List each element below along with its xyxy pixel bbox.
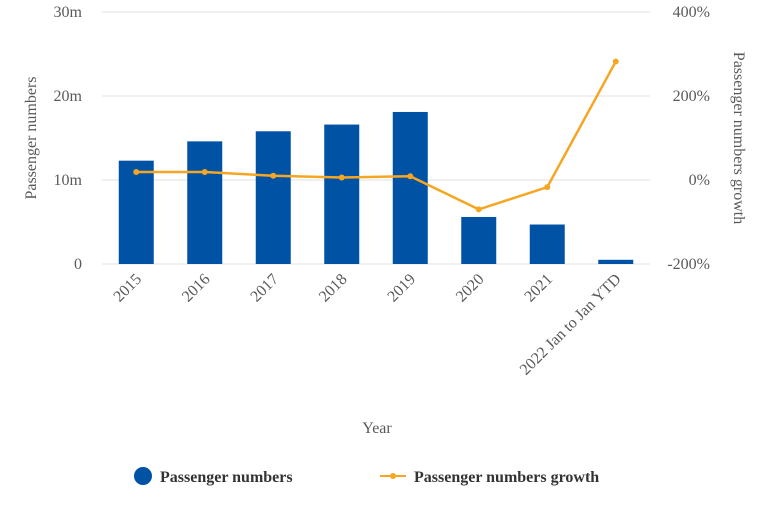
x-tick-label: 2018 [316,271,351,306]
x-tick-label: 2019 [384,271,419,306]
y2-tick-label: 400% [673,4,710,21]
growth-point [338,174,345,181]
bar [529,224,565,264]
growth-point [201,169,208,176]
bar [118,160,154,264]
growth-point [544,184,551,191]
growth-point [475,206,482,213]
y-tick-label: 0 [74,256,82,273]
bar [187,141,223,264]
y-tick-label: 20m [54,88,83,105]
bar [461,216,497,264]
x-tick-label: 2016 [179,271,214,306]
y2-tick-label: -200% [667,256,710,273]
bar [255,131,291,264]
x-tick-label: 2017 [247,271,282,306]
legend: Passenger numbers Passenger numbers grow… [134,467,599,486]
y2-tick-label: 0% [689,172,710,189]
bar [598,259,634,264]
bar [392,111,428,265]
y-axis-title: Passenger numbers [23,76,40,199]
y2-tick-label: 200% [673,88,710,105]
legend-label-passenger-numbers: Passenger numbers [160,469,293,486]
x-tick-label: 2020 [453,271,488,306]
legend-marker-growth-dot [390,473,396,479]
growth-line [136,60,617,211]
growth-point [612,58,619,65]
growth-point [270,172,277,179]
y-axis-ticks: 0 10m 20m 30m [54,4,83,273]
y-tick-label: 10m [54,172,83,189]
line-series [133,58,619,213]
growth-point [133,169,140,176]
legend-label-passenger-numbers-growth: Passenger numbers growth [414,469,599,486]
bar [324,124,360,264]
y2-axis-ticks: -200% 0% 200% 400% [667,4,710,273]
y2-axis-title: Passenger numbers growth [730,52,747,224]
bar-series [118,111,634,265]
x-tick-label: 2015 [110,271,145,306]
x-tick-label: 2021 [521,271,556,306]
x-axis-title: Year [362,420,392,437]
y-tick-label: 30m [54,4,83,21]
growth-point [407,173,414,180]
gridlines [102,11,650,265]
legend-marker-passenger-numbers [134,467,152,485]
